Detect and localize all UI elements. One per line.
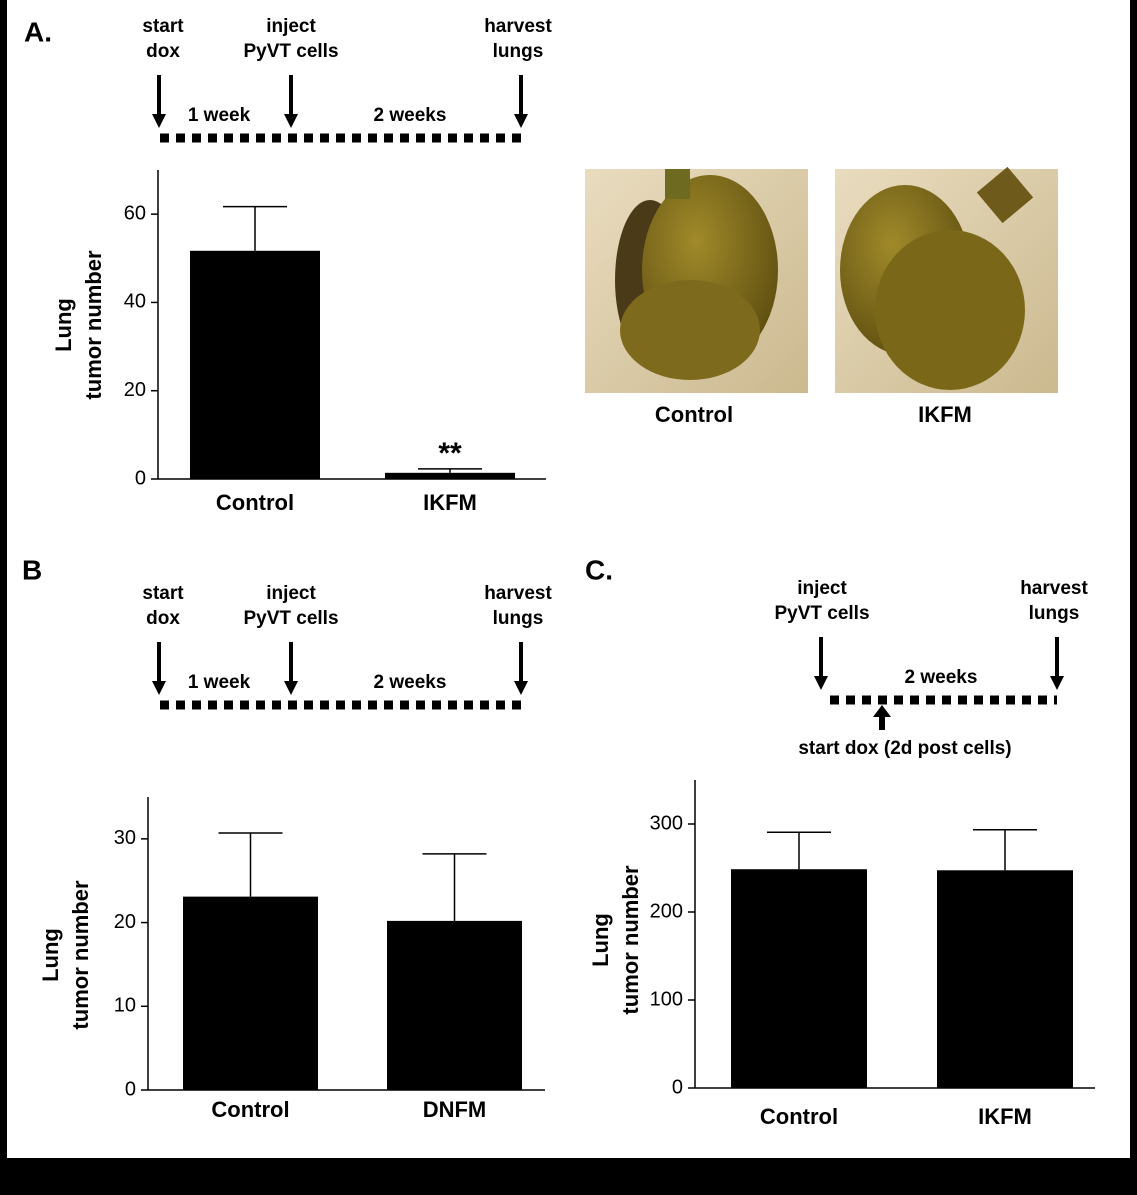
event-label: lungs bbox=[493, 608, 544, 629]
arrowhead bbox=[873, 705, 891, 717]
interval-label: 2 weeks bbox=[374, 105, 447, 126]
y-axis-label: Lung bbox=[588, 913, 613, 967]
arrowhead bbox=[514, 114, 528, 128]
x-tick-label: Control bbox=[211, 1097, 289, 1122]
event-label: PyVT cells bbox=[774, 603, 869, 624]
x-tick-label: Control bbox=[760, 1104, 838, 1129]
bar bbox=[731, 869, 867, 1088]
arrow bbox=[879, 716, 885, 730]
arrowhead bbox=[284, 681, 298, 695]
error-bar bbox=[223, 205, 287, 251]
event-label: dox bbox=[146, 608, 180, 629]
y-tick-label: 0 bbox=[672, 1076, 683, 1098]
y-axis-label: Lung bbox=[38, 928, 63, 982]
y-tick-label: 10 bbox=[114, 995, 136, 1017]
arrowhead bbox=[152, 681, 166, 695]
event-label: harvest bbox=[1020, 578, 1088, 599]
interval-label: 1 week bbox=[188, 672, 251, 693]
arrowhead bbox=[284, 114, 298, 128]
event-label: lungs bbox=[1029, 603, 1080, 624]
arrowhead bbox=[152, 114, 166, 128]
event-label: PyVT cells bbox=[243, 608, 338, 629]
bar bbox=[385, 472, 515, 479]
interval-label: 1 week bbox=[188, 105, 251, 126]
x-tick-label: DNFM bbox=[423, 1097, 487, 1122]
interval-label: 2 weeks bbox=[905, 667, 978, 688]
photo-control bbox=[585, 169, 808, 393]
event-label: inject bbox=[797, 578, 847, 599]
arrowhead bbox=[814, 676, 828, 690]
bar bbox=[190, 250, 320, 479]
event-label: inject bbox=[266, 583, 316, 604]
y-tick-label: 300 bbox=[650, 812, 683, 834]
y-tick-label: 40 bbox=[124, 291, 146, 313]
event-label: inject bbox=[266, 16, 316, 37]
event-label: start bbox=[142, 16, 184, 37]
panel-label: B bbox=[22, 554, 42, 585]
error-bar bbox=[973, 829, 1037, 871]
y-axis-label: tumor number bbox=[618, 865, 643, 1015]
arrowhead bbox=[514, 681, 528, 695]
error-bar bbox=[767, 831, 831, 870]
y-tick-label: 60 bbox=[124, 202, 146, 224]
chart: 0 10 20 30 Control DNFM Lung tumor number bbox=[38, 797, 545, 1122]
event-label: start bbox=[142, 583, 184, 604]
error-bar bbox=[218, 832, 283, 897]
chart: 0 100 200 300 Control IKFM Lung tumor number bbox=[588, 780, 1095, 1129]
y-axis-label: tumor number bbox=[81, 250, 106, 400]
event-label: harvest bbox=[484, 16, 552, 37]
photo-label: Control bbox=[655, 402, 733, 427]
y-tick-label: 100 bbox=[650, 988, 683, 1010]
y-tick-label: 200 bbox=[650, 900, 683, 922]
y-tick-label: 20 bbox=[124, 379, 146, 401]
panel-label: A. bbox=[24, 16, 52, 47]
arrowhead bbox=[1050, 676, 1064, 690]
note: start dox (2d post cells) bbox=[798, 738, 1011, 759]
bar bbox=[937, 870, 1073, 1088]
bar bbox=[183, 896, 318, 1090]
y-tick-label: 0 bbox=[125, 1078, 136, 1100]
y-tick-label: 20 bbox=[114, 911, 136, 933]
y-axis-label: Lung bbox=[51, 298, 76, 352]
bar bbox=[387, 920, 522, 1090]
photo-ikfm bbox=[835, 166, 1058, 393]
event-label: dox bbox=[146, 41, 180, 62]
chart: 0 20 40 60 Control IKFM ** Lung tumor number bbox=[51, 170, 546, 515]
x-tick-label: IKFM bbox=[423, 490, 477, 515]
interval-label: 2 weeks bbox=[374, 672, 447, 693]
error-bar bbox=[418, 468, 482, 473]
x-tick-label: IKFM bbox=[978, 1104, 1032, 1129]
event-label: harvest bbox=[484, 583, 552, 604]
y-tick-label: 0 bbox=[135, 467, 146, 489]
photo-label: IKFM bbox=[918, 402, 972, 427]
annotation: ** bbox=[438, 437, 462, 470]
panel-label: C. bbox=[585, 554, 613, 585]
y-tick-label: 30 bbox=[114, 827, 136, 849]
event-label: lungs bbox=[493, 41, 544, 62]
event-label: PyVT cells bbox=[243, 41, 338, 62]
y-axis-label: tumor number bbox=[68, 880, 93, 1030]
x-tick-label: Control bbox=[216, 490, 294, 515]
error-bar bbox=[422, 853, 487, 921]
